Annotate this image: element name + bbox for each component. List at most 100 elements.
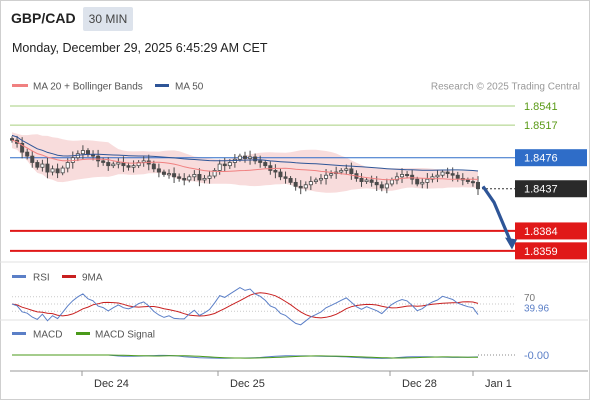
candle-body (91, 154, 96, 157)
candle-body (30, 155, 35, 163)
candle-body (96, 155, 101, 162)
candle-body (253, 156, 258, 162)
candle-body (268, 165, 273, 171)
candle-body (410, 174, 415, 180)
current-price-tag (515, 180, 587, 198)
candle-body (313, 179, 318, 182)
candle-body (212, 170, 217, 177)
current-price-label: 1.8437 (524, 184, 558, 196)
candle-body (415, 178, 420, 185)
candle-body (222, 163, 227, 167)
x-axis-tick-label: Dec 25 (230, 378, 265, 390)
candle-body (374, 181, 379, 186)
candle-body (405, 174, 410, 177)
candle-body (156, 168, 161, 173)
rsi-ma-legend-label: 9MA (82, 273, 103, 284)
candle-body (202, 177, 207, 181)
rsi-ma-line (11, 292, 479, 319)
ma20-legend-swatch (12, 84, 28, 87)
candle-body (283, 176, 288, 179)
ma50-legend-label: MA 50 (175, 82, 204, 93)
candle-body (344, 168, 349, 171)
candle-body (177, 176, 182, 179)
candle-body (101, 160, 106, 163)
candle-body (293, 181, 298, 187)
candle-body (20, 142, 25, 153)
candle-body (192, 174, 197, 178)
ma20-legend-label: MA 20 + Bollinger Bands (33, 82, 143, 93)
candle-body (308, 181, 313, 186)
candle-body (435, 174, 440, 178)
candle-body (80, 150, 85, 155)
forecast-arrow (481, 185, 513, 244)
rsi-line (11, 287, 479, 326)
candle-body (248, 156, 253, 159)
candle-body (172, 173, 177, 178)
x-axis-tick-label: Dec 24 (94, 378, 129, 390)
candle-body (217, 163, 222, 171)
candle-body (475, 181, 480, 190)
candle-body (126, 165, 131, 168)
resistance-level-label: 1.8541 (524, 101, 558, 113)
support-level-label: 1.8359 (524, 246, 558, 258)
candle-body (35, 162, 40, 168)
candle-body (131, 165, 136, 168)
candle-body (379, 184, 384, 189)
rsi-value-label: 39.96 (524, 304, 549, 315)
candle-body (167, 173, 172, 176)
candle-body (455, 174, 460, 179)
candle-body (40, 163, 45, 168)
candle-body (470, 181, 475, 184)
support-level-label: 1.8384 (524, 226, 558, 238)
candle-body (339, 170, 344, 173)
candle-body (288, 177, 293, 183)
candle-body (465, 179, 470, 182)
candle-body (369, 179, 374, 183)
pivot-level-label: 1.8476 (524, 153, 558, 165)
candle-body (384, 183, 389, 189)
candle-body (318, 177, 323, 181)
candle-body (227, 162, 232, 167)
candle-body (55, 168, 60, 174)
forecast-arrowhead (505, 237, 517, 250)
candle-body (50, 168, 55, 173)
ma50-legend-swatch (155, 84, 169, 87)
rsi-level-label: 70 (524, 293, 536, 304)
macd-signal-legend-label: MACD Signal (95, 330, 155, 341)
rsi-legend-label: RSI (33, 273, 50, 284)
x-axis-tick-label: Dec 28 (402, 378, 437, 390)
support-level-tag (515, 242, 587, 260)
candle-body (207, 175, 212, 179)
candle-body (237, 155, 242, 160)
copyright-credit: Research © 2025 Trading Central (431, 82, 580, 93)
candle-body (440, 171, 445, 176)
candle-body (65, 162, 70, 169)
candle-body (389, 179, 394, 185)
candle-body (364, 179, 369, 182)
candle-body (25, 151, 30, 157)
candle-body (161, 171, 166, 175)
candle-body (298, 185, 303, 189)
candle-body (324, 174, 329, 179)
macd-legend-swatch (12, 332, 26, 335)
candle-body (242, 155, 247, 159)
ma20-line (11, 139, 479, 181)
candle-body (400, 174, 405, 178)
candle-body (450, 173, 455, 176)
candle-body (278, 171, 283, 178)
candle-body (425, 178, 430, 183)
rsi-ma-legend-swatch (62, 275, 76, 278)
ma50-line (11, 134, 479, 172)
timeframe-badge[interactable]: 30 MIN (83, 7, 133, 31)
candle-body (329, 173, 334, 176)
candle-body (45, 163, 50, 173)
candle-body (187, 176, 192, 181)
candle-body (111, 163, 116, 167)
candle-body (60, 167, 65, 174)
candle-body (445, 171, 450, 175)
candle-body (151, 163, 156, 170)
rsi-legend-swatch (12, 275, 26, 278)
candle-body (303, 184, 308, 189)
candle-body (349, 168, 354, 175)
